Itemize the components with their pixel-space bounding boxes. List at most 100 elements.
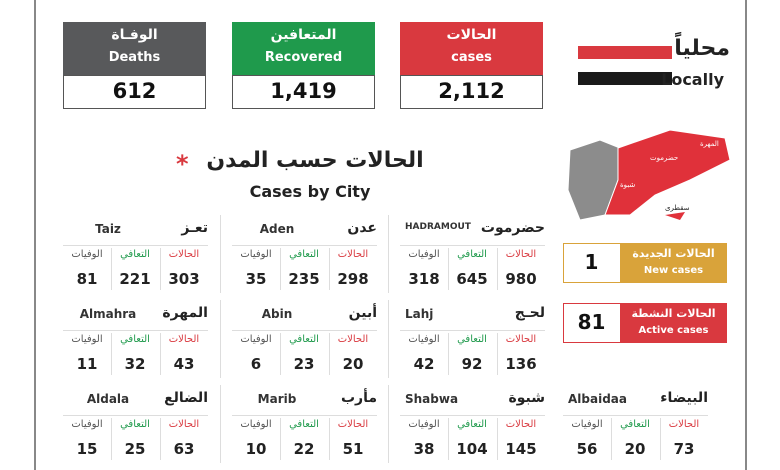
city-sep <box>563 415 708 416</box>
city-deaths: 56 <box>576 440 598 458</box>
col-divider <box>660 418 661 460</box>
city-recovered: 235 <box>288 270 320 288</box>
box-label-ar: الحالات الجديدة <box>632 247 715 260</box>
col-header: الوفيات <box>571 419 603 430</box>
city-cases: 303 <box>168 270 200 288</box>
city-deaths: 38 <box>413 440 435 458</box>
col-header: الحالات <box>505 249 537 260</box>
city-sep <box>63 330 208 331</box>
col-header: التعافي <box>457 249 487 260</box>
stat-body <box>400 75 543 109</box>
cell-divider <box>388 215 389 293</box>
stat-ar: الوفـاة <box>111 27 158 43</box>
col-divider <box>497 248 498 290</box>
city-deaths: 81 <box>76 270 98 288</box>
col-divider <box>448 418 449 460</box>
col-header: الوفيات <box>240 249 272 260</box>
cell-divider <box>388 385 389 463</box>
city-en: Almahra <box>79 307 137 321</box>
local-ar: محلياً <box>674 36 730 61</box>
cell-divider <box>220 385 221 463</box>
col-divider <box>611 418 612 460</box>
city-deaths: 11 <box>76 355 98 373</box>
stat-body <box>232 75 375 109</box>
city-recovered: 92 <box>461 355 483 373</box>
map-socotra <box>665 212 685 220</box>
city-ar: عدن <box>347 220 377 236</box>
col-divider <box>448 248 449 290</box>
col-header: التعافي <box>120 249 150 260</box>
cell-divider <box>220 215 221 293</box>
map-label: حضرموت <box>650 154 678 162</box>
city-recovered: 25 <box>124 440 146 458</box>
local-en: Locally <box>661 70 724 89</box>
city-cases: 980 <box>505 270 537 288</box>
city-en: Aldala <box>86 392 130 406</box>
col-header: التعافي <box>289 419 319 430</box>
col-divider <box>160 333 161 375</box>
city-ar: أبين <box>348 305 377 321</box>
flag-black <box>578 72 672 85</box>
city-sep <box>232 245 377 246</box>
city-en: Shabwa <box>405 392 459 406</box>
frame-right <box>745 0 747 470</box>
cities-title-ar: الحالات حسب المدن <box>206 148 424 173</box>
city-sep <box>400 415 545 416</box>
city-deaths: 42 <box>413 355 435 373</box>
city-cases: 136 <box>505 355 537 373</box>
col-header: الحالات <box>337 419 369 430</box>
col-header: الوفيات <box>408 249 440 260</box>
col-header: الحالات <box>505 334 537 345</box>
col-divider <box>280 333 281 375</box>
stat-en: Deaths <box>108 50 161 65</box>
city-sep <box>400 245 545 246</box>
flag-red <box>578 46 672 59</box>
city-cases: 145 <box>505 440 537 458</box>
col-divider <box>160 418 161 460</box>
city-deaths: 318 <box>408 270 440 288</box>
col-header: الوفيات <box>240 419 272 430</box>
stat-header <box>400 22 543 75</box>
city-recovered: 104 <box>456 440 488 458</box>
city-recovered: 22 <box>293 440 315 458</box>
col-header: التعافي <box>620 419 650 430</box>
col-divider <box>329 248 330 290</box>
col-divider <box>280 418 281 460</box>
col-divider <box>448 333 449 375</box>
box-label-bg <box>620 303 727 343</box>
city-recovered: 20 <box>624 440 646 458</box>
city-cases: 63 <box>173 440 195 458</box>
city-ar: المهرة <box>162 305 208 321</box>
city-ar: شبوة <box>508 390 545 406</box>
city-en: Albaidaa <box>568 392 627 406</box>
col-header: الحالات <box>337 249 369 260</box>
stat-value: 1,419 <box>270 79 337 103</box>
city-deaths: 35 <box>245 270 267 288</box>
col-header: الوفيات <box>408 334 440 345</box>
stat-en: Recovered <box>264 50 343 65</box>
city-sep <box>232 415 377 416</box>
title-star: * <box>176 150 189 178</box>
col-divider <box>329 333 330 375</box>
col-header: الحالات <box>168 249 200 260</box>
cell-divider <box>220 300 221 378</box>
box-label-ar: الحالات النشطة <box>631 307 716 320</box>
city-ar: حضرموت <box>480 220 545 236</box>
cell-divider <box>388 300 389 378</box>
col-header: الوفيات <box>71 334 103 345</box>
box-label-en: New cases <box>643 265 704 276</box>
box-value: 81 <box>577 310 606 334</box>
city-sep <box>63 245 208 246</box>
col-divider <box>111 418 112 460</box>
col-header: التعافي <box>120 334 150 345</box>
city-ar: مأرب <box>340 390 377 406</box>
city-recovered: 32 <box>124 355 146 373</box>
map-label: سقطرى <box>665 204 690 212</box>
city-cases: 73 <box>673 440 695 458</box>
city-deaths: 10 <box>245 440 267 458</box>
city-ar: لحـج <box>514 305 545 321</box>
stat-value: 612 <box>112 79 157 103</box>
city-recovered: 221 <box>119 270 151 288</box>
col-header: التعافي <box>289 334 319 345</box>
